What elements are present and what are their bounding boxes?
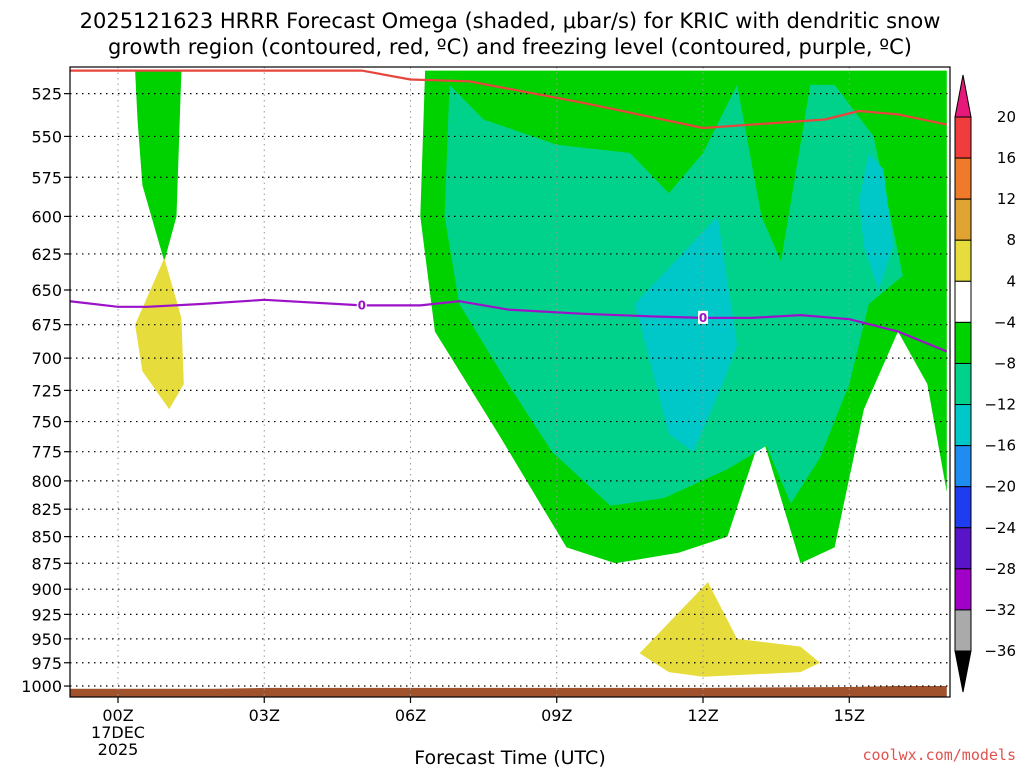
omega-region-4 (859, 153, 894, 290)
omega-region-0 (135, 70, 182, 262)
chart-title-line-2: growth region (contoured, red, ºC) and f… (108, 35, 912, 59)
y-tick-label: 875 (31, 554, 62, 573)
y-tick-label: 925 (31, 605, 62, 624)
y-axis: 525 550 575 600 625 650 675 700 725 750 775 800 825 8… (21, 85, 70, 696)
freezing-level-label-1: 0 (699, 311, 707, 325)
omega-shading (135, 70, 947, 677)
y-tick-label: 950 (31, 630, 62, 649)
plot-frame (69, 66, 951, 698)
colorbar-label: 4 (1006, 272, 1016, 290)
y-tick-label: 1000 (21, 677, 62, 696)
colorbar-segment (954, 321, 972, 364)
colorbar-label: 8 (1006, 231, 1016, 249)
terrain-ground (70, 686, 947, 697)
grid (70, 67, 950, 697)
omega-region-3 (634, 216, 738, 452)
omega-region-6 (639, 582, 820, 677)
x-tick-label: 06Z (395, 706, 426, 725)
y-tick-label: 825 (31, 500, 62, 519)
y-tick-label: 900 (31, 580, 62, 599)
colorbar-label: −20 (984, 478, 1016, 496)
colorbar-label: −24 (984, 519, 1016, 537)
colorbar-segment (954, 404, 972, 447)
x-tick-label: 09Z (541, 706, 572, 725)
y-tick-label: 575 (31, 168, 62, 187)
y-tick-label: 650 (31, 281, 62, 300)
colorbar-segment (954, 609, 972, 652)
colorbar-label: −16 (984, 437, 1016, 455)
plot-area: 00 (70, 67, 950, 697)
colorbar-label: −4 (994, 313, 1016, 331)
colorbar: 20 16 12 8 4 −4 −8 −12 −16 −20 −24 −28 −32 −36 (954, 74, 1016, 693)
x-tick-date-day: 17DEC (91, 723, 145, 742)
credit-text: coolwx.com/models (862, 746, 1016, 764)
chart-title-line-1: 2025121623 HRRR Forecast Omega (shaded, … (80, 9, 941, 33)
y-tick-label: 850 (31, 528, 62, 547)
x-tick-label: 03Z (249, 706, 280, 725)
colorbar-label: 12 (997, 190, 1016, 208)
omega-region-5 (135, 258, 184, 410)
x-tick-label: 00Z (102, 706, 133, 725)
colorbar-segment (954, 116, 972, 159)
colorbar-label: −32 (984, 601, 1016, 619)
y-tick-label: 675 (31, 316, 62, 335)
colorbar-label: 16 (997, 149, 1016, 167)
x-tick-label: 15Z (834, 706, 865, 725)
colorbar-label: −28 (984, 560, 1016, 578)
x-tick-label: 12Z (687, 706, 718, 725)
y-tick-label: 550 (31, 127, 62, 146)
terrain-layer (70, 686, 947, 697)
colorbar-segment (954, 486, 972, 529)
colorbar-segment (954, 239, 972, 282)
y-tick-label: 525 (31, 85, 62, 104)
contour-label-bg (698, 310, 708, 324)
colorbar-label: 20 (997, 108, 1016, 126)
y-tick-label: 750 (31, 413, 62, 432)
colorbar-segment (954, 362, 972, 406)
y-tick-label: 725 (31, 381, 62, 400)
y-tick-label: 700 (31, 349, 62, 368)
colorbar-segment (954, 157, 972, 200)
colorbar-segment (954, 280, 972, 323)
y-tick-label: 600 (31, 207, 62, 226)
colorbar-label: −36 (984, 642, 1016, 660)
freezing-level-contour (70, 298, 948, 353)
colorbar-top-arrow (954, 74, 972, 118)
colorbar-label: −8 (994, 354, 1016, 372)
contour-label-bg (356, 298, 367, 312)
colorbar-segment (954, 198, 972, 241)
y-tick-label: 800 (31, 472, 62, 491)
colorbar-label: −12 (984, 396, 1016, 414)
y-tick-label: 975 (31, 654, 62, 673)
colorbar-segment (954, 568, 972, 611)
colorbar-bottom-arrow (954, 650, 972, 693)
x-axis-label: Forecast Time (UTC) (414, 747, 605, 768)
colorbar-segment (954, 445, 972, 488)
y-tick-label: 775 (31, 443, 62, 462)
x-tick-date-year: 2025 (98, 740, 139, 759)
y-tick-label: 625 (31, 245, 62, 264)
dendritic-growth-contour (70, 69, 948, 130)
contour-layer: 00 (70, 69, 948, 353)
freezing-level-label-0: 0 (358, 298, 366, 312)
colorbar-segment (954, 527, 972, 570)
